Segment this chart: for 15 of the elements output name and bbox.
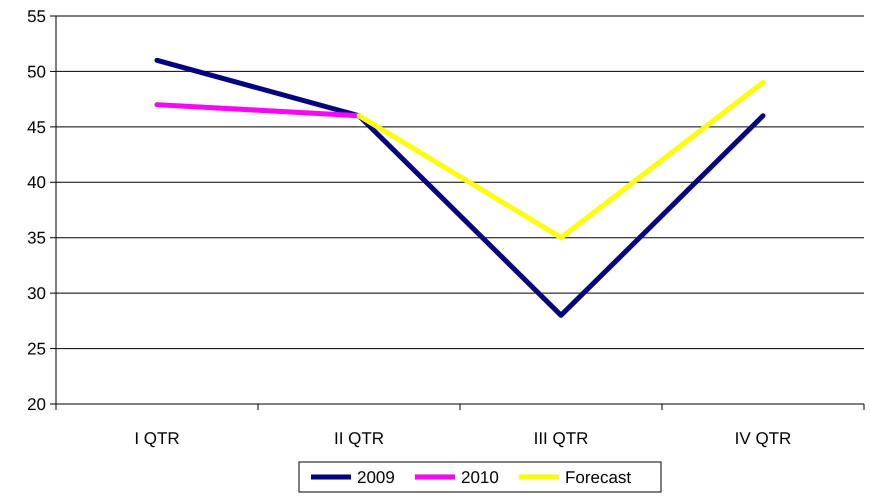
y-tick-label: 50 bbox=[27, 62, 46, 82]
y-tick-label: 55 bbox=[27, 6, 46, 26]
y-tick-label: 25 bbox=[27, 340, 46, 359]
x-tick-label: I QTR bbox=[134, 429, 180, 448]
legend-label: 2010 bbox=[461, 468, 499, 487]
y-tick-label: 20 bbox=[27, 394, 46, 414]
x-tick-label: IV QTR bbox=[734, 429, 792, 448]
x-tick-label: III QTR bbox=[534, 429, 588, 448]
x-tick-label: II QTR bbox=[334, 429, 384, 448]
legend-label: Forecast bbox=[565, 468, 632, 487]
y-tick-label: 45 bbox=[27, 118, 46, 137]
y-tick-label: 40 bbox=[27, 173, 46, 192]
y-tick-label: 35 bbox=[27, 228, 46, 248]
legend-label: 2009 bbox=[357, 468, 395, 487]
y-tick-label: 30 bbox=[27, 284, 46, 304]
